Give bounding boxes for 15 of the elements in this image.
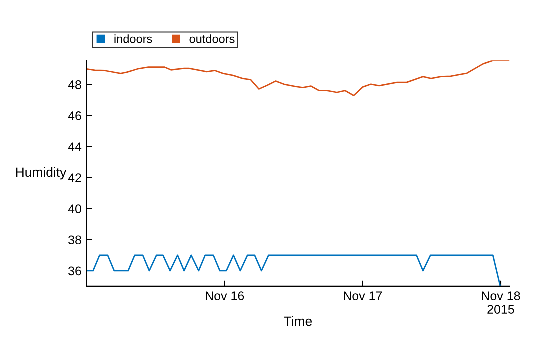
y-tick-label: 42 bbox=[68, 174, 82, 182]
legend-label: indoors bbox=[114, 34, 152, 44]
x-tick-label: Nov 18 2015 bbox=[482, 292, 520, 314]
line-series bbox=[86, 60, 510, 96]
x-axis-title: Time bbox=[284, 316, 312, 326]
x-tick-label: Nov 16 bbox=[206, 292, 244, 300]
y-tick-label: 48 bbox=[68, 80, 82, 90]
y-tick-label: 46 bbox=[68, 112, 82, 120]
y-tick-label: 44 bbox=[68, 142, 82, 152]
y-tick-label: 36 bbox=[68, 266, 82, 276]
legend-label: outdoors bbox=[190, 34, 235, 44]
y-tick-label: 38 bbox=[68, 236, 82, 245]
y-axis-title: Humidity bbox=[16, 167, 67, 180]
x-tick-label: Nov 17 bbox=[344, 292, 382, 300]
y-tick-label: 40 bbox=[68, 204, 82, 214]
